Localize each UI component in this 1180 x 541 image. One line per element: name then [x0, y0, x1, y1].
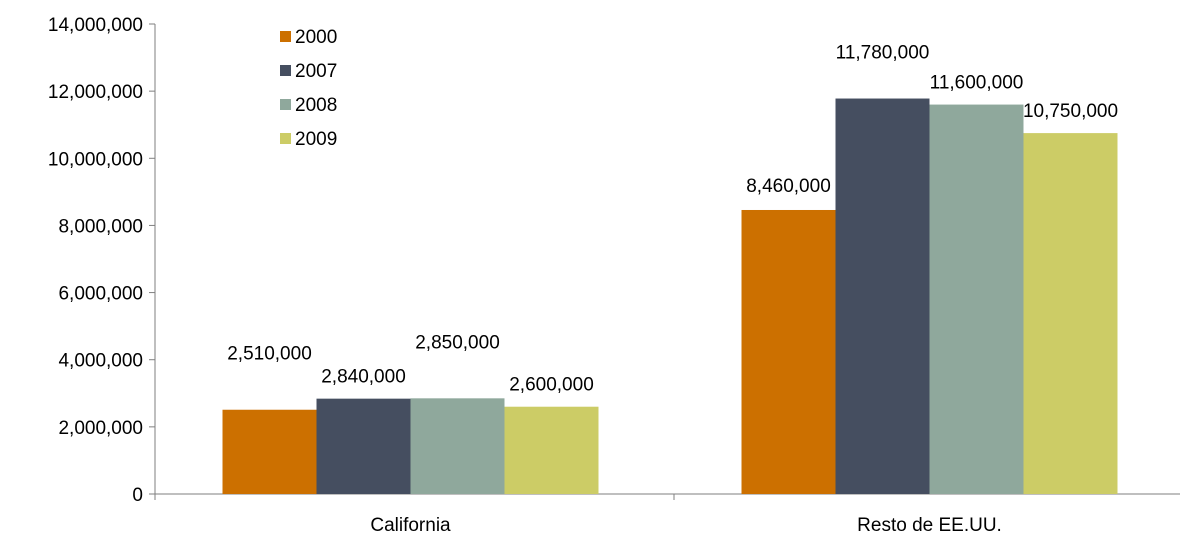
bars	[222, 98, 1118, 495]
legend-swatch	[280, 31, 291, 42]
y-tick-label: 8,000,000	[58, 216, 143, 237]
legend-label: 2008	[295, 95, 337, 116]
bar-2009-0	[504, 406, 599, 494]
data-labels: 2,510,000 2,840,000 2,850,000 2,600,000 8,46…	[227, 43, 1118, 396]
legend-label: 2000	[295, 27, 337, 48]
data-label: 2,850,000	[415, 332, 500, 353]
y-tick-label: 2,000,000	[58, 418, 143, 439]
data-label: 2,600,000	[509, 375, 594, 396]
data-label: 8,460,000	[746, 176, 831, 197]
y-tick-label: 0	[132, 485, 143, 506]
data-label: 2,840,000	[321, 367, 406, 388]
y-tick-label: 6,000,000	[58, 284, 143, 305]
x-category-label: California	[370, 515, 451, 536]
legend-swatch	[280, 99, 291, 110]
data-label: 2,510,000	[227, 344, 312, 365]
y-tick-label: 12,000,000	[48, 82, 143, 103]
bar-2008-1	[929, 104, 1024, 495]
y-tick-label: 10,000,000	[48, 149, 143, 170]
y-axis: 0 2,000,000 4,000,000 6,000,000 8,000,000 10,…	[48, 15, 156, 506]
data-label: 11,780,000	[836, 43, 930, 64]
y-tick-label: 14,000,000	[48, 15, 143, 36]
x-category-label: Resto de EE.UU.	[857, 515, 1002, 536]
bar-2000-0	[222, 409, 317, 494]
bar-2007-0	[316, 398, 411, 494]
legend-swatch	[280, 133, 291, 144]
legend-label: 2009	[295, 129, 337, 150]
bar-2007-1	[835, 98, 930, 495]
bar-2008-0	[410, 398, 505, 494]
data-label: 10,750,000	[1023, 101, 1118, 122]
bar-2009-1	[1023, 133, 1118, 494]
data-label: 11,600,000	[930, 73, 1024, 94]
legend: 2000 2007 2008 2009	[280, 27, 337, 150]
legend-swatch	[280, 65, 291, 76]
x-axis: California Resto de EE.UU.	[154, 493, 1180, 536]
bar-2000-1	[741, 209, 836, 494]
y-tick-label: 4,000,000	[58, 351, 143, 372]
legend-label: 2007	[295, 61, 337, 82]
